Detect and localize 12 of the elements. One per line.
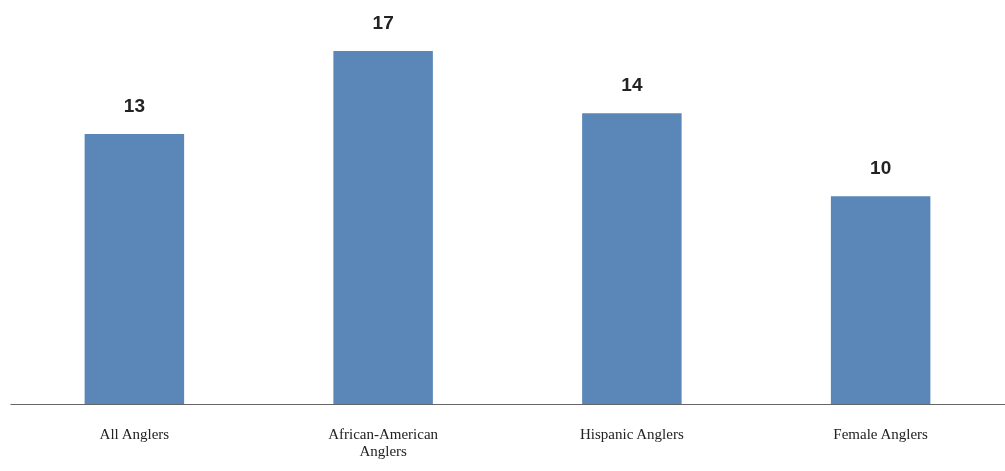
data-label: 10: [870, 157, 892, 179]
x-tick-label: African-American Anglers: [328, 425, 439, 459]
x-tick-label: All Anglers: [99, 425, 170, 442]
data-label: 14: [621, 74, 643, 96]
x-tick-label: Female Anglers: [833, 425, 929, 442]
bar: [84, 134, 185, 404]
data-label: 17: [372, 12, 394, 33]
x-tick-label: Hispanic Anglers: [580, 425, 684, 442]
bar: [333, 51, 433, 404]
bar: [830, 196, 931, 404]
data-label: 13: [123, 95, 145, 117]
bar: [582, 113, 682, 404]
